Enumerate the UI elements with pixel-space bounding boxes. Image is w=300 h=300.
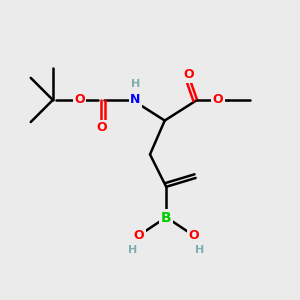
- Text: H: H: [195, 245, 205, 255]
- Text: O: O: [183, 68, 194, 81]
- Text: O: O: [188, 229, 199, 242]
- Text: N: N: [130, 93, 140, 106]
- Text: O: O: [134, 229, 144, 242]
- Text: B: B: [161, 211, 172, 225]
- Text: O: O: [96, 122, 107, 134]
- Text: H: H: [128, 245, 137, 255]
- Text: H: H: [131, 79, 140, 89]
- Text: O: O: [74, 93, 85, 106]
- Text: O: O: [212, 93, 223, 106]
